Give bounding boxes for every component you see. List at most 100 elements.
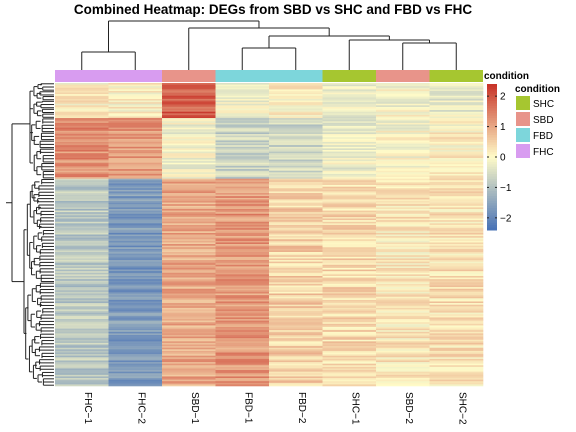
heatmap-cell <box>108 366 163 369</box>
heatmap-cell <box>269 164 323 167</box>
heatmap-cell <box>376 89 430 92</box>
heatmap-cell <box>269 291 323 294</box>
heatmap-cell <box>215 189 270 192</box>
heatmap-cell <box>162 252 216 254</box>
heatmap-cell <box>376 172 430 175</box>
heatmap-cell <box>162 295 216 297</box>
heatmap-cell <box>55 110 109 113</box>
heatmap-cell <box>322 363 377 366</box>
heatmap-cell <box>429 153 484 156</box>
heatmap-cell <box>376 328 430 331</box>
heatmap-cell <box>108 138 163 141</box>
heatmap-cell <box>376 106 430 109</box>
heatmap-cell <box>55 210 109 213</box>
heatmap-cell <box>55 181 109 184</box>
heatmap-cell <box>162 261 216 264</box>
heatmap-cell <box>215 236 270 238</box>
heatmap-cell <box>269 374 323 377</box>
heatmap-cell <box>108 191 163 194</box>
heatmap-cell <box>376 307 430 310</box>
heatmap-cell <box>162 127 216 130</box>
heatmap-cell <box>429 279 484 282</box>
heatmap-cell <box>55 199 109 202</box>
heatmap-cell <box>108 196 163 199</box>
heatmap-cell <box>162 328 216 331</box>
heatmap-cell <box>215 212 270 215</box>
heatmap-cell <box>162 134 216 136</box>
heatmap-cell <box>429 151 484 154</box>
heatmap-cell <box>269 341 323 344</box>
heatmap-cell <box>55 232 109 235</box>
heatmap-cell <box>162 116 216 119</box>
heatmap-cell <box>376 271 430 274</box>
heatmap-cell <box>55 208 109 211</box>
heatmap-cell <box>55 365 109 368</box>
heatmap-cell <box>269 282 323 285</box>
heatmap-cell <box>215 323 270 326</box>
heatmap-cell <box>55 86 109 89</box>
heatmap-cell <box>376 357 430 360</box>
legend-label: SHC <box>533 99 554 110</box>
heatmap-cell <box>108 347 163 350</box>
heatmap-cell <box>269 362 323 364</box>
color-scale-swatch <box>487 91 497 95</box>
heatmap-cell <box>269 371 323 374</box>
heatmap-cell <box>108 280 163 283</box>
heatmap-cell <box>429 312 484 315</box>
heatmap-cell <box>108 336 163 339</box>
heatmap-cell <box>55 97 109 100</box>
heatmap-cell <box>322 137 377 140</box>
column-labels: FHC−1 FHC−2 SBD−1 FBD−1 FBD−2 SHC−1 SBD−2 SHC−2 <box>82 392 468 425</box>
heatmap-cell <box>215 330 270 333</box>
heatmap-cell <box>108 234 163 237</box>
heatmap-cell <box>55 83 109 85</box>
heatmap-cell <box>269 135 323 138</box>
heatmap-cell <box>162 339 216 342</box>
heatmap-cell <box>376 175 430 178</box>
heatmap-cell <box>429 319 484 321</box>
heatmap-cell <box>269 145 323 148</box>
heatmap-cell <box>429 250 484 253</box>
heatmap-cell <box>162 271 216 274</box>
heatmap-cell <box>108 130 163 133</box>
heatmap-cell <box>108 215 163 218</box>
heatmap-cell <box>162 371 216 374</box>
heatmap-cell <box>55 154 109 157</box>
heatmap-cell <box>108 282 163 285</box>
heatmap-cell <box>322 362 377 364</box>
heatmap-cell <box>215 207 270 210</box>
color-scale-swatch <box>487 93 497 97</box>
heatmap-cell <box>376 298 430 301</box>
heatmap-cell <box>162 334 216 337</box>
heatmap-cell <box>55 277 109 280</box>
heatmap-cell <box>322 151 377 154</box>
heatmap-cell <box>322 303 377 305</box>
heatmap-cell <box>376 272 430 275</box>
heatmap-cell <box>429 205 484 208</box>
heatmap-cell <box>376 194 430 197</box>
heatmap-cell <box>429 341 484 344</box>
heatmap-cell <box>55 121 109 124</box>
heatmap-cell <box>108 188 163 191</box>
heatmap-cell <box>108 143 163 146</box>
heatmap-cell <box>429 92 484 95</box>
heatmap-cell <box>55 213 109 216</box>
heatmap-cell <box>215 376 270 379</box>
annotation-cell <box>108 70 162 82</box>
color-scale-swatch <box>487 103 497 107</box>
heatmap-cell <box>108 350 163 353</box>
heatmap-cell <box>108 111 163 114</box>
heatmap-cell <box>162 113 216 116</box>
color-scale-tick-label: 2 <box>500 92 506 103</box>
heatmap-cell <box>162 161 216 164</box>
heatmap-cell <box>376 213 430 216</box>
heatmap-cell <box>55 293 109 296</box>
heatmap-cell <box>162 169 216 172</box>
heatmap-cell <box>55 94 109 97</box>
heatmap-cell <box>108 338 163 341</box>
heatmap-cell <box>269 234 323 237</box>
heatmap-cell <box>429 379 484 382</box>
heatmap-cell <box>108 226 163 229</box>
heatmap-cell <box>322 272 377 275</box>
heatmap-cell <box>215 244 270 246</box>
